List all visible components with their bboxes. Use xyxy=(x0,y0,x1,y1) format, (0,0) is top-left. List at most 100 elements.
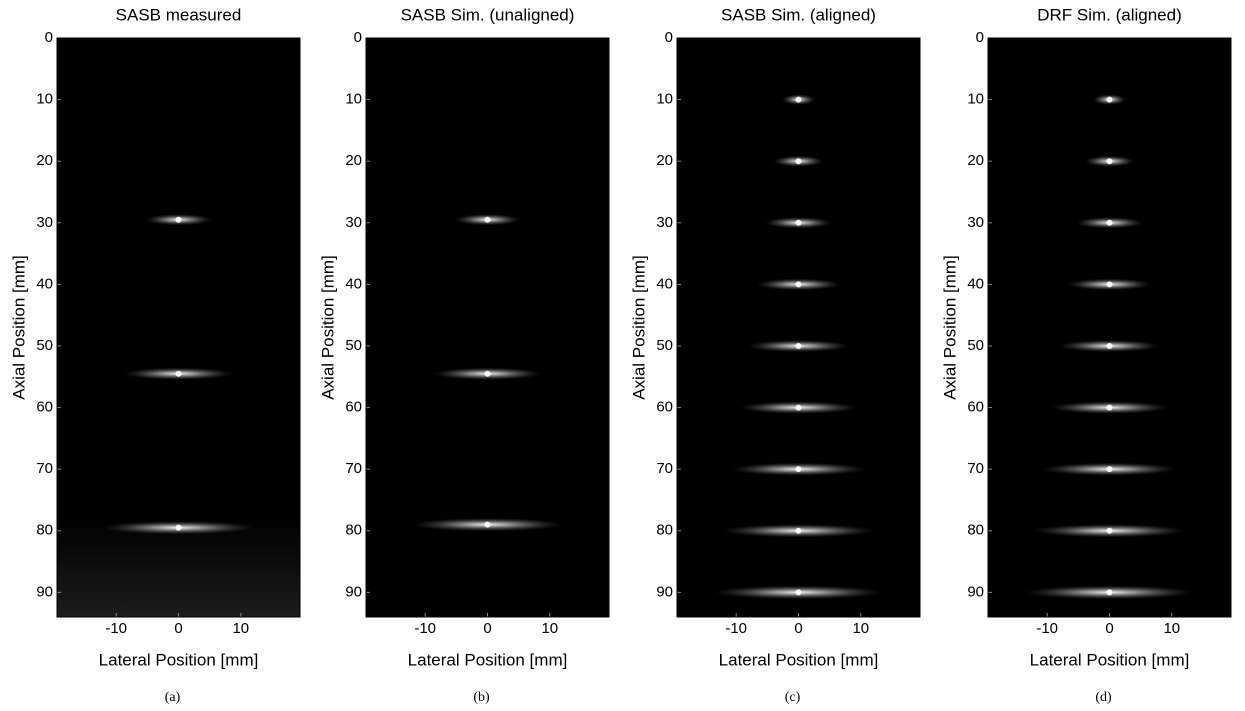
caption: (b) xyxy=(473,690,490,705)
y-axis-label: Axial Position [mm] xyxy=(9,255,28,400)
target-core xyxy=(1106,527,1113,534)
y-tick-label: 30 xyxy=(36,214,53,231)
chart-title: SASB measured xyxy=(116,5,242,24)
y-tick-label: 40 xyxy=(967,275,984,292)
y-tick-label: 30 xyxy=(656,214,673,231)
image-area xyxy=(677,38,920,617)
target-core xyxy=(795,527,802,534)
x-axis-label: Lateral Position [mm] xyxy=(408,650,568,669)
target-core xyxy=(484,370,491,377)
y-tick-label: 30 xyxy=(967,214,984,231)
target-core xyxy=(795,404,802,411)
y-tick-label: 50 xyxy=(36,337,53,354)
x-tick-label: -10 xyxy=(1036,620,1058,637)
chart-title: DRF Sim. (aligned) xyxy=(1037,5,1182,24)
axes-frame xyxy=(365,37,610,618)
x-tick-label: -10 xyxy=(414,620,436,637)
x-tick-label: -10 xyxy=(725,620,747,637)
target-core xyxy=(1106,96,1113,103)
target-core xyxy=(795,219,802,226)
y-tick-label: 80 xyxy=(967,522,984,539)
target-core xyxy=(795,158,802,165)
target-core xyxy=(175,216,182,223)
y-tick-label: 60 xyxy=(345,399,362,416)
target-core xyxy=(1106,589,1113,596)
y-tick-label: 20 xyxy=(345,152,362,169)
target-core xyxy=(795,281,802,288)
y-tick-label: 60 xyxy=(36,399,53,416)
y-tick-label: 80 xyxy=(345,522,362,539)
y-tick-label: 70 xyxy=(656,460,673,477)
y-tick-label: 60 xyxy=(967,399,984,416)
y-tick-label: 80 xyxy=(36,522,53,539)
x-tick-label: 10 xyxy=(541,620,558,637)
axes-frame xyxy=(676,37,921,618)
y-tick-label: 40 xyxy=(656,275,673,292)
target-core xyxy=(175,524,182,531)
target-core xyxy=(1106,281,1113,288)
target-core xyxy=(795,342,802,349)
y-tick-label: 20 xyxy=(36,152,53,169)
y-tick-label: 30 xyxy=(345,214,362,231)
y-axis-label: Axial Position [mm] xyxy=(940,255,959,400)
target-core xyxy=(795,589,802,596)
y-tick-label: 60 xyxy=(656,399,673,416)
y-tick-label: 90 xyxy=(656,583,673,600)
axes-frame xyxy=(56,37,301,618)
target-core xyxy=(1106,219,1113,226)
y-tick-label: 0 xyxy=(354,29,362,46)
target-core xyxy=(1106,466,1113,473)
x-tick-label: 10 xyxy=(232,620,249,637)
y-tick-label: 90 xyxy=(967,583,984,600)
y-tick-label: 50 xyxy=(656,337,673,354)
y-tick-label: 0 xyxy=(665,29,673,46)
caption: (d) xyxy=(1095,690,1112,705)
y-tick-label: 80 xyxy=(656,522,673,539)
y-tick-label: 90 xyxy=(36,583,53,600)
x-tick-label: 0 xyxy=(174,620,182,637)
x-axis-label: Lateral Position [mm] xyxy=(99,650,259,669)
y-tick-label: 10 xyxy=(36,91,53,108)
y-tick-label: 70 xyxy=(36,460,53,477)
y-tick-label: 0 xyxy=(976,29,984,46)
y-tick-label: 70 xyxy=(967,460,984,477)
y-tick-label: 70 xyxy=(345,460,362,477)
target-core xyxy=(1106,404,1113,411)
target-core xyxy=(484,216,491,223)
y-axis-label: Axial Position [mm] xyxy=(318,255,337,400)
target-core xyxy=(175,370,182,377)
y-tick-label: 50 xyxy=(967,337,984,354)
speckle-region xyxy=(57,518,300,617)
x-tick-label: 0 xyxy=(794,620,802,637)
chart-title: SASB Sim. (unaligned) xyxy=(401,5,575,24)
target-core xyxy=(1106,342,1113,349)
y-tick-label: 40 xyxy=(36,275,53,292)
x-tick-label: 0 xyxy=(483,620,491,637)
caption: (c) xyxy=(785,690,801,705)
y-tick-label: 20 xyxy=(967,152,984,169)
x-axis-label: Lateral Position [mm] xyxy=(1030,650,1190,669)
target-core xyxy=(795,466,802,473)
y-axis-label: Axial Position [mm] xyxy=(629,255,648,400)
image-area xyxy=(988,38,1231,617)
y-tick-label: 20 xyxy=(656,152,673,169)
y-tick-label: 10 xyxy=(656,91,673,108)
y-tick-label: 10 xyxy=(967,91,984,108)
y-tick-label: 10 xyxy=(345,91,362,108)
y-tick-label: 50 xyxy=(345,337,362,354)
x-axis-label: Lateral Position [mm] xyxy=(719,650,879,669)
y-tick-label: 40 xyxy=(345,275,362,292)
target-core xyxy=(1106,158,1113,165)
caption: (a) xyxy=(165,690,181,705)
x-tick-label: -10 xyxy=(105,620,127,637)
y-tick-label: 0 xyxy=(45,29,53,46)
x-tick-label: 10 xyxy=(852,620,869,637)
x-tick-label: 10 xyxy=(1163,620,1180,637)
target-core xyxy=(795,96,802,103)
chart-title: SASB Sim. (aligned) xyxy=(721,5,876,24)
target-core xyxy=(484,521,491,528)
x-tick-label: 0 xyxy=(1105,620,1113,637)
axes-frame xyxy=(987,37,1232,618)
y-tick-label: 90 xyxy=(345,583,362,600)
